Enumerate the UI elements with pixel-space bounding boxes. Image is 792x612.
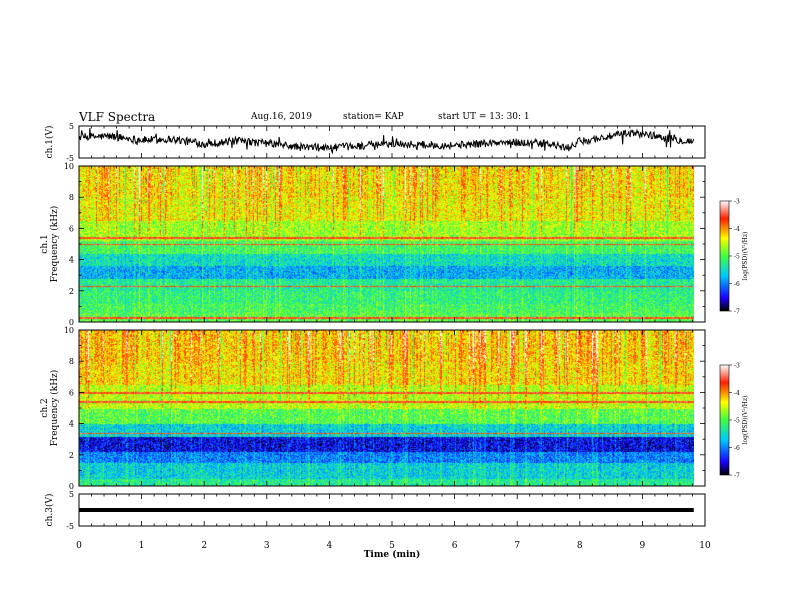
figure-title: VLF Spectra <box>79 110 156 124</box>
y-tick-label: 0 <box>69 318 74 327</box>
y-tick-label: 8 <box>69 193 74 202</box>
colorbar-tick-label: -6 <box>734 281 740 288</box>
axes-frames <box>78 125 732 527</box>
x-tick-label: 6 <box>452 541 458 551</box>
colorbar-tick-label: -3 <box>734 363 740 370</box>
x-tick-label: 3 <box>264 541 270 551</box>
y-tick-label: 4 <box>69 420 74 429</box>
y-axis-label: Frequency (kHz) <box>49 370 60 447</box>
colorbar-label: log(PSD)(V²/Hz) <box>742 396 749 445</box>
x-tick-label: 5 <box>389 541 395 551</box>
y-axis-label: Frequency (kHz) <box>49 206 60 283</box>
y-tick-label: 5 <box>69 490 74 499</box>
date-label: Aug.16, 2019 <box>251 112 312 122</box>
colorbar-tick-label: -6 <box>734 445 740 452</box>
colorbar <box>719 200 730 312</box>
y-tick-label: 5 <box>69 122 74 131</box>
y-axis-label: ch.1(V) <box>44 126 55 159</box>
y-tick-label: 6 <box>69 224 74 233</box>
y-tick-label: 2 <box>69 451 74 460</box>
y-tick-label: 2 <box>69 287 74 296</box>
colorbar-tick-label: -5 <box>734 254 740 261</box>
y-tick-label: 10 <box>64 326 74 335</box>
x-tick-label: 2 <box>201 541 207 551</box>
colorbar-tick-label: -3 <box>734 199 740 206</box>
x-tick-label: 9 <box>640 541 646 551</box>
ch1-waveform-line <box>78 127 695 155</box>
x-tick-label: 1 <box>139 541 145 551</box>
y-axis-label: ch.1 <box>40 234 50 253</box>
y-tick-label: 8 <box>69 357 74 366</box>
ch2-spectrogram-image <box>79 330 694 486</box>
y-tick-label: -5 <box>66 154 74 163</box>
y-axis-label: ch.2 <box>40 398 50 417</box>
y-tick-label: 0 <box>69 482 74 491</box>
colorbar-tick-label: -7 <box>734 473 740 480</box>
x-tick-label: 0 <box>76 541 82 551</box>
colorbar-tick-label: -4 <box>734 390 740 397</box>
colorbar-tick-label: -5 <box>734 418 740 425</box>
colorbar <box>719 364 730 476</box>
ch1-spectrogram-image <box>79 166 694 322</box>
y-tick-label: 6 <box>69 388 74 397</box>
colorbar-label: log(PSD)(V²/Hz) <box>742 232 749 281</box>
x-tick-label: 4 <box>327 541 333 551</box>
x-tick-label: 7 <box>514 541 520 551</box>
x-tick-label: 10 <box>699 541 711 551</box>
x-tick-label: 8 <box>577 541 583 551</box>
station-label: station= KAP <box>343 112 404 122</box>
start-time-label: start UT = 13: 30: 1 <box>438 112 530 122</box>
colorbar-tick-label: -4 <box>734 226 740 233</box>
y-axis-label: ch.3(V) <box>44 494 55 527</box>
y-tick-label: 10 <box>64 162 74 171</box>
colorbar-tick-label: -7 <box>734 309 740 316</box>
x-axis-label: Time (min) <box>364 549 421 560</box>
y-tick-label: -5 <box>66 522 74 531</box>
y-tick-label: 4 <box>69 256 74 265</box>
spectrogram-images <box>79 166 694 486</box>
